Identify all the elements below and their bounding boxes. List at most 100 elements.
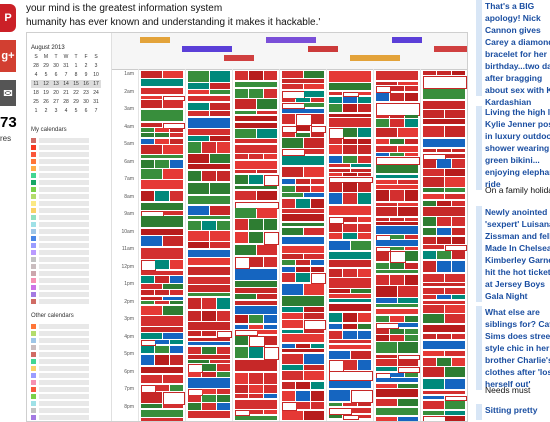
- calendar-event[interactable]: [404, 263, 418, 269]
- calendar-event[interactable]: [357, 403, 371, 406]
- calendar-event[interactable]: [303, 313, 324, 319]
- calendar-event[interactable]: [343, 173, 357, 176]
- calendar-event[interactable]: [235, 191, 256, 200]
- calendar-event[interactable]: [202, 389, 216, 394]
- calendar-event[interactable]: [263, 89, 277, 98]
- calendar-list-item[interactable]: [31, 291, 105, 298]
- calendar-event[interactable]: [141, 306, 162, 315]
- calendar-event[interactable]: [390, 235, 404, 239]
- calendar-list-item[interactable]: [31, 344, 105, 351]
- calendar-event[interactable]: [188, 372, 202, 377]
- calendar-event[interactable]: [376, 153, 390, 156]
- calendar-event[interactable]: [141, 100, 162, 108]
- calendar-event[interactable]: [404, 115, 418, 118]
- calendar-event[interactable]: [216, 331, 232, 338]
- calendar-event[interactable]: [357, 313, 371, 322]
- calendar-event[interactable]: [376, 190, 390, 201]
- calendar-event[interactable]: [155, 133, 169, 137]
- allday-event[interactable]: [140, 37, 170, 43]
- calendar-event[interactable]: [329, 83, 371, 90]
- calendar-event[interactable]: [423, 305, 444, 313]
- calendar-event[interactable]: [390, 316, 404, 322]
- calendar-event[interactable]: [216, 171, 230, 181]
- calendar-event[interactable]: [423, 334, 437, 339]
- calendar-event[interactable]: [235, 288, 277, 293]
- calendar-list-item[interactable]: [31, 407, 105, 414]
- calendar-event[interactable]: [343, 217, 357, 222]
- calendar-event[interactable]: [404, 93, 418, 101]
- calendar-event[interactable]: [155, 191, 169, 201]
- calendar-event[interactable]: [235, 129, 256, 138]
- calendar-event[interactable]: [303, 167, 324, 177]
- calendar-event[interactable]: [188, 90, 209, 94]
- day-column[interactable]: [420, 69, 467, 421]
- calendar-event[interactable]: [343, 128, 357, 137]
- calendar-event[interactable]: [376, 335, 390, 341]
- calendar-event[interactable]: [235, 394, 249, 398]
- calendar-event[interactable]: [343, 224, 357, 232]
- calendar-list-item[interactable]: [31, 221, 105, 228]
- calendar-event[interactable]: [376, 251, 390, 261]
- mini-day[interactable]: 1: [34, 108, 38, 114]
- calendar-event[interactable]: [329, 182, 343, 192]
- calendar-list-item[interactable]: [31, 379, 105, 386]
- mini-day[interactable]: 15: [71, 80, 81, 88]
- calendar-event[interactable]: [376, 263, 390, 269]
- calendar-event[interactable]: [329, 128, 345, 139]
- calendar-event[interactable]: [282, 167, 303, 177]
- calendar-event[interactable]: [282, 246, 324, 253]
- calendar-event[interactable]: [188, 216, 230, 219]
- mini-day[interactable]: 21: [63, 90, 69, 96]
- calendar-event[interactable]: [155, 355, 169, 365]
- calendar-event[interactable]: [329, 299, 371, 302]
- calendar-event[interactable]: [376, 82, 397, 85]
- calendar-event[interactable]: [329, 173, 343, 176]
- calendar-event[interactable]: [451, 71, 465, 75]
- calendar-event[interactable]: [282, 84, 303, 89]
- calendar-event[interactable]: [329, 381, 371, 388]
- calendar-event[interactable]: [376, 226, 418, 234]
- calendar-event[interactable]: [282, 186, 296, 192]
- calendar-event[interactable]: [162, 404, 183, 408]
- calendar-event[interactable]: [310, 402, 324, 409]
- calendar-event[interactable]: [329, 403, 343, 406]
- calendar-event[interactable]: [216, 298, 230, 309]
- calendar-event[interactable]: [256, 170, 277, 173]
- calendar-event[interactable]: [423, 295, 437, 299]
- calendar-event[interactable]: [423, 314, 444, 323]
- calendar-event[interactable]: [376, 115, 390, 118]
- calendar-event[interactable]: [444, 169, 465, 176]
- calendar-event[interactable]: [350, 390, 373, 403]
- calendar-event[interactable]: [357, 360, 371, 370]
- day-column[interactable]: [326, 69, 374, 421]
- calendar-event[interactable]: [390, 218, 404, 221]
- calendar-event[interactable]: [329, 371, 373, 381]
- calendar-list-item[interactable]: [31, 365, 105, 372]
- calendar-event[interactable]: [282, 382, 296, 389]
- calendar-event[interactable]: [423, 177, 444, 187]
- calendar-event[interactable]: [310, 126, 326, 133]
- calendar-event[interactable]: [188, 331, 202, 336]
- calendar-list-item[interactable]: [31, 337, 105, 344]
- calendar-list-item[interactable]: [31, 414, 105, 421]
- calendar-event[interactable]: [282, 214, 324, 221]
- calendar-event[interactable]: [376, 417, 397, 421]
- calendar-event[interactable]: [263, 257, 277, 267]
- calendar-event[interactable]: [282, 179, 296, 184]
- calendar-event[interactable]: [357, 193, 371, 204]
- calendar-event[interactable]: [296, 382, 310, 389]
- calendar-event[interactable]: [216, 372, 230, 377]
- calendar-event[interactable]: [303, 330, 324, 333]
- calendar-event[interactable]: [310, 98, 324, 102]
- calendar-list-item[interactable]: [31, 393, 105, 400]
- calendar-event[interactable]: [162, 306, 183, 315]
- calendar-event[interactable]: [376, 309, 418, 314]
- google-plus-share-button[interactable]: g+: [0, 40, 16, 72]
- calendar-list-item[interactable]: [31, 151, 105, 158]
- calendar-event[interactable]: [188, 142, 202, 153]
- calendar-event[interactable]: [235, 186, 277, 189]
- calendar-event[interactable]: [188, 285, 230, 292]
- calendar-event[interactable]: [188, 360, 209, 363]
- calendar-event[interactable]: [437, 295, 451, 299]
- calendar-event[interactable]: [282, 254, 303, 259]
